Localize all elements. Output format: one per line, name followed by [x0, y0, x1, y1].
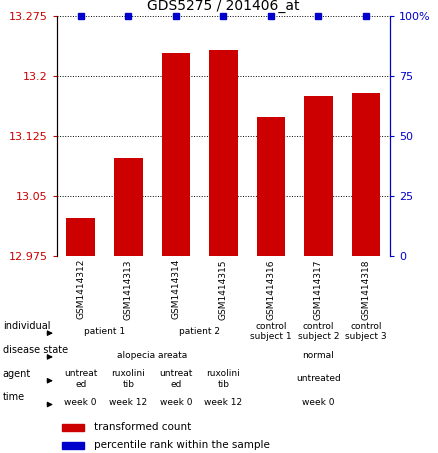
Text: GSM1414318: GSM1414318 [361, 259, 371, 320]
Bar [209, 50, 238, 256]
Text: week 12: week 12 [109, 398, 147, 407]
Text: disease state: disease state [3, 345, 68, 355]
Bar [162, 53, 190, 256]
Text: untreated: untreated [296, 374, 341, 383]
Text: control
subject 2: control subject 2 [298, 322, 339, 341]
Text: percentile rank within the sample: percentile rank within the sample [94, 440, 270, 450]
Text: GSM1414317: GSM1414317 [314, 259, 323, 320]
Text: control
subject 3: control subject 3 [345, 322, 387, 341]
Text: GSM1414313: GSM1414313 [124, 259, 133, 320]
Bar [352, 93, 380, 256]
Text: GSM1414316: GSM1414316 [266, 259, 276, 320]
Text: patient 2: patient 2 [179, 327, 220, 336]
Text: untreat
ed: untreat ed [64, 369, 97, 389]
Text: control
subject 1: control subject 1 [250, 322, 292, 341]
Title: GDS5275 / 201406_at: GDS5275 / 201406_at [147, 0, 300, 14]
Bar [114, 158, 142, 256]
Text: individual: individual [3, 321, 50, 331]
Text: week 0: week 0 [159, 398, 192, 407]
Text: ruxolini
tib: ruxolini tib [206, 369, 240, 389]
Text: transformed count: transformed count [94, 422, 191, 432]
Bar [304, 96, 333, 256]
Text: GSM1414315: GSM1414315 [219, 259, 228, 320]
Text: alopecia areata: alopecia areata [117, 351, 187, 360]
Text: GSM1414312: GSM1414312 [76, 259, 85, 319]
Text: agent: agent [3, 369, 31, 379]
Text: untreat
ed: untreat ed [159, 369, 193, 389]
Text: time: time [3, 392, 25, 402]
Text: week 12: week 12 [204, 398, 243, 407]
Bar [67, 218, 95, 256]
Bar [62, 442, 84, 449]
Text: week 0: week 0 [302, 398, 335, 407]
Bar [62, 424, 84, 431]
Text: normal: normal [303, 351, 334, 360]
Text: patient 1: patient 1 [84, 327, 125, 336]
Text: GSM1414314: GSM1414314 [171, 259, 180, 319]
Bar [257, 117, 285, 256]
Text: week 0: week 0 [64, 398, 97, 407]
Text: ruxolini
tib: ruxolini tib [111, 369, 145, 389]
